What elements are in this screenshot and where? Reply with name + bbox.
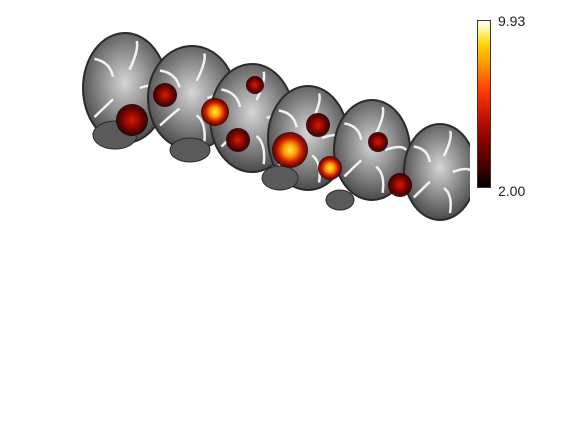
colorbar [477,20,491,188]
activation-blob [368,132,388,152]
sulcus-line [159,107,181,127]
sulcus-line [413,145,432,163]
activation-blob [226,128,250,152]
sulcus-line [93,98,114,118]
sulcus-line [452,167,470,174]
slices-group [82,32,470,221]
brain-slice [403,123,470,221]
sulcus-line [278,109,298,128]
activation-blob [153,83,177,107]
sulcus-line [344,122,363,140]
sulcus-line [159,69,181,88]
cerebellum-piece [261,165,299,191]
colorbar-min-label: 2.00 [498,183,526,199]
activation-blob [388,173,412,197]
sulcus-line [94,57,115,78]
activation-blob [246,76,264,94]
sulcus-line [255,135,266,165]
sulcus-line [128,40,139,71]
sulcus-line [195,114,206,143]
brain-slices-panel [82,32,470,221]
sulcus-line [221,88,242,108]
activation-blob [201,98,229,126]
colorbar-max-label: 9.93 [498,13,526,29]
sulcus-line [375,165,385,193]
sulcus-line [195,53,206,82]
cerebellum-piece [325,189,355,211]
sulcus-line [343,159,363,178]
cerebellum-piece [169,137,211,163]
sulcus-line [374,106,385,134]
activation-blob [306,113,330,137]
sulcus-line [384,145,408,152]
sulcus-line [412,180,431,199]
sulcus-line [442,130,452,157]
activation-blob [272,132,308,168]
activation-blob [116,104,148,136]
sulcus-line [443,186,452,214]
activation-blob [318,156,342,180]
